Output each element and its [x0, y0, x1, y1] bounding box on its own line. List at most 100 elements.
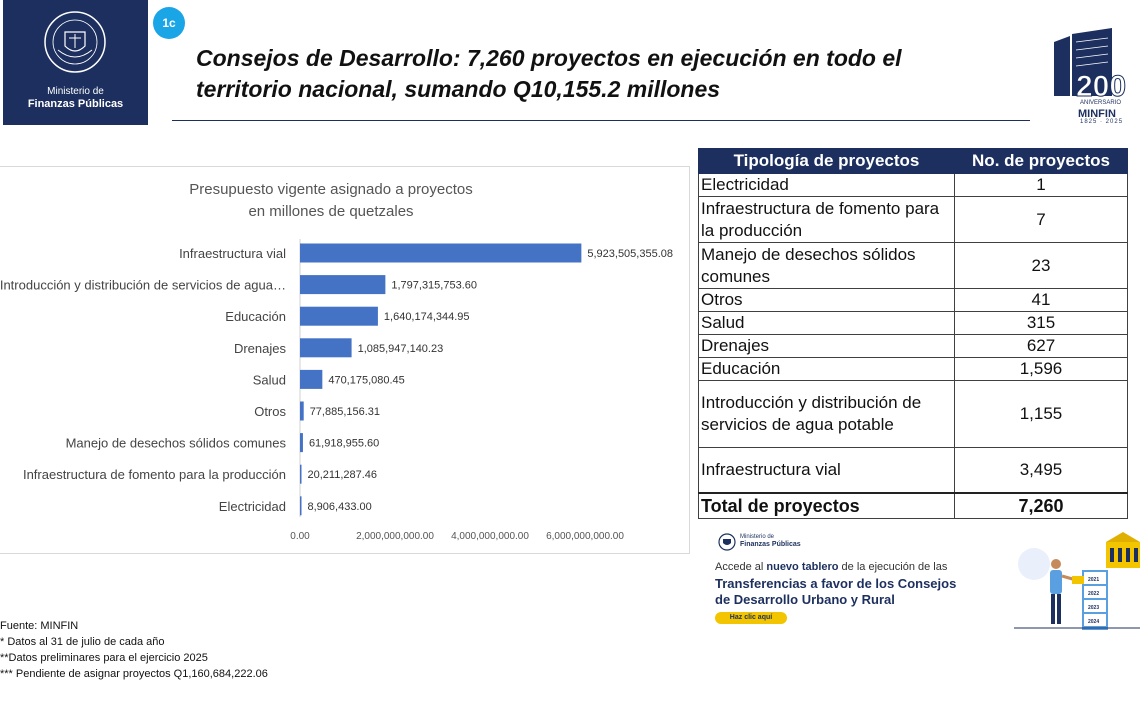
tick-label: 6,000,000,000.00	[546, 531, 624, 542]
tick-label: 4,000,000,000.00	[451, 531, 529, 542]
page-title: Consejos de Desarrollo: 7,260 proyectos …	[196, 45, 902, 102]
category-label: Otros	[254, 404, 286, 419]
anniversary-label: ANIVERSARIO	[1080, 100, 1121, 106]
anniversary-years: 1825 · 2025	[1080, 119, 1124, 125]
total-label: Total de proyectos	[698, 491, 955, 519]
tick-label: 2,000,000,000.00	[356, 531, 434, 542]
banner-headline-2: de Desarrollo Urbano y Rural	[715, 592, 895, 607]
row-count: 3,495	[954, 447, 1128, 493]
anniversary-brand: MINFIN	[1078, 108, 1116, 120]
row-type: Manejo de desechos sólidos comunes	[698, 242, 955, 289]
total-value: 7,260	[954, 491, 1128, 519]
bar	[300, 338, 352, 358]
table-total-row: Total de proyectos 7,260	[698, 491, 1128, 519]
person-icon	[1051, 559, 1061, 569]
banner-logo-line1: Ministerio de	[740, 534, 775, 540]
banner-headline-1: Transferencias a favor de los Consejos	[715, 576, 957, 591]
anniversary-logo: 200 ANIVERSARIO	[1054, 28, 1127, 106]
data-label: 77,885,156.31	[310, 406, 380, 418]
table-row: Manejo de desechos sólidos comunes 23	[698, 242, 1128, 289]
table-row: Infraestructura vial 3,495	[698, 447, 1128, 493]
row-count: 1,155	[954, 380, 1128, 448]
banner-coat-of-arms-icon	[718, 533, 736, 551]
banner-intro-post: de la ejecución de las	[838, 561, 948, 573]
data-label: 20,211,287.46	[308, 469, 378, 481]
category-label: Electricidad	[219, 499, 286, 514]
tick-label: 0.00	[290, 531, 310, 542]
dashboard-banner[interactable]: Ministerio de Finanzas Públicas Accede a…	[704, 520, 1140, 632]
row-type: Introducción y distribución de servicios…	[698, 380, 955, 448]
banner-intro: Accede al nuevo tablero de la ejecución …	[715, 561, 947, 573]
category-label: Infraestructura de fomento para la produ…	[23, 467, 286, 482]
data-label: 5,923,505,355.08	[587, 248, 673, 260]
data-label: 1,640,174,344.95	[384, 311, 470, 323]
chart-subtitle: en millones de quetzales	[248, 203, 413, 220]
table-row: Electricidad 1	[698, 173, 1128, 197]
data-label: 470,175,080.45	[328, 374, 404, 386]
row-count: 1	[954, 173, 1128, 197]
row-type: Infraestructura vial	[698, 447, 955, 493]
row-type: Electricidad	[698, 173, 955, 197]
minfin-logo: Ministerio de Finanzas Públicas	[3, 0, 148, 125]
row-type: Otros	[698, 288, 955, 312]
row-count: 315	[954, 311, 1128, 335]
projects-table: Tipología de proyectos No. de proyectos …	[698, 148, 1128, 519]
category-label: Manejo de desechos sólidos comunes	[66, 436, 287, 451]
row-type: Drenajes	[698, 334, 955, 358]
row-type: Educación	[698, 357, 955, 381]
cabinet-year: 2021	[1088, 577, 1099, 583]
category-label: Infraestructura vial	[179, 246, 286, 261]
banner-logo-line2: Finanzas Públicas	[740, 541, 801, 548]
row-count: 627	[954, 334, 1128, 358]
row-count: 23	[954, 242, 1128, 289]
table-row: Educación 1,596	[698, 357, 1128, 381]
row-type: Infraestructura de fomento para la produ…	[698, 196, 955, 243]
table-row: Salud 315	[698, 311, 1128, 335]
table-row: Otros 41	[698, 288, 1128, 312]
bar	[300, 275, 386, 295]
bar	[300, 401, 304, 421]
table-header-row: Tipología de proyectos No. de proyectos	[698, 148, 1128, 174]
table-row: Infraestructura de fomento para la produ…	[698, 196, 1128, 243]
banner-intro-bold: nuevo tablero	[766, 561, 839, 573]
category-label: Salud	[253, 372, 286, 387]
coat-of-arms-icon	[44, 11, 106, 73]
anniversary-number: 200	[1076, 70, 1126, 103]
cabinet-year: 2024	[1088, 619, 1099, 625]
bar	[300, 433, 303, 453]
title-divider	[172, 120, 1030, 121]
budget-chart-svg: Presupuesto vigente asignado a proyectos…	[0, 181, 673, 542]
slide-number-badge: 1c	[153, 7, 185, 39]
bar	[300, 496, 302, 516]
chart-title: Presupuesto vigente asignado a proyectos	[189, 181, 473, 198]
bar	[300, 369, 323, 389]
cabinet-year: 2022	[1088, 591, 1099, 597]
banner-click-button[interactable]: Haz clic aquí	[715, 612, 787, 624]
category-label: Drenajes	[234, 341, 287, 356]
table-row: Introducción y distribución de servicios…	[698, 380, 1128, 448]
banner-illustration: 2021 2022 2023 2024	[1014, 532, 1140, 630]
row-count: 7	[954, 196, 1128, 243]
row-type: Salud	[698, 311, 955, 335]
category-label: Educación	[225, 309, 286, 324]
logo-text-line1: Ministerio de	[47, 86, 104, 97]
footnote-source: Fuente: MINFIN	[0, 620, 79, 632]
footnote-date: * Datos al 31 de julio de cada año	[0, 636, 165, 648]
data-label: 1,797,315,753.60	[391, 280, 477, 292]
logo-text-line2: Finanzas Públicas	[27, 98, 124, 110]
row-count: 41	[954, 288, 1128, 312]
header-project-count: No. de proyectos	[954, 148, 1128, 174]
banner-intro-pre: Accede al	[715, 561, 767, 573]
building-icon	[1054, 36, 1070, 96]
data-label: 1,085,947,140.23	[358, 343, 444, 355]
data-label: 61,918,955.60	[309, 438, 379, 450]
data-label: 8,906,433.00	[308, 501, 372, 513]
bar	[300, 306, 378, 326]
bar	[300, 243, 582, 263]
footnote-preliminary: **Datos preliminares para el ejercicio 2…	[0, 652, 208, 664]
footnote-pending: *** Pendiente de asignar proyectos Q1,16…	[0, 668, 268, 680]
table-row: Drenajes 627	[698, 334, 1128, 358]
bar	[300, 464, 302, 484]
cabinet-year: 2023	[1088, 605, 1099, 611]
category-label: Introducción y distribución de servicios…	[0, 278, 286, 293]
